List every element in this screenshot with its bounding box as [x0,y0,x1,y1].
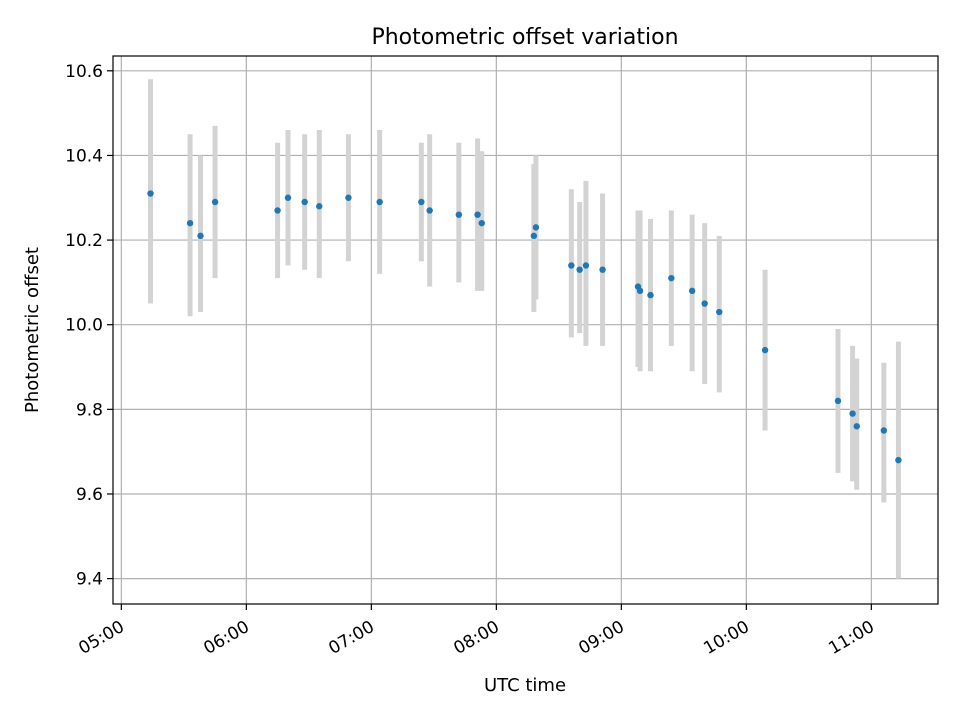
data-point [197,232,204,240]
data-point [647,291,654,299]
data-point [530,232,538,240]
chart-title: Photometric offset variation [371,25,678,50]
y-tick-label: 10.0 [65,316,103,336]
data-point [701,300,708,307]
x-axis-label: UTC time [484,675,566,696]
data-point [849,410,856,417]
data-point [418,198,425,206]
data-point [761,346,769,354]
y-tick-label: 10.6 [65,62,103,82]
y-tick-label: 9.6 [76,485,103,505]
y-tick-label: 9.8 [76,400,103,420]
y-tick-label: 9.4 [76,570,103,590]
data-point [599,266,606,273]
plot-frame [112,55,939,605]
data-point [582,262,590,269]
data-point [186,219,194,227]
data-point [455,211,463,218]
y-axis-label: Photometric offset [22,247,43,413]
data-point [668,274,675,282]
data-point [895,456,902,464]
data-point [426,207,433,214]
data-point [211,198,219,206]
data-point [853,423,860,430]
y-axis-ticks: 9.4 9.6 9.8 10.0 10.2 10.4 10.6 [65,62,113,590]
data-point [345,194,352,201]
data-point [147,190,154,197]
data-point [834,397,842,405]
grid [113,56,938,604]
data-point [301,198,308,206]
data-points [147,190,902,464]
data-point [474,211,481,218]
data-point [376,198,383,206]
data-point [576,266,583,273]
y-tick-label: 10.4 [65,146,103,166]
data-point [880,427,888,434]
data-point [568,262,575,269]
data-point [274,207,281,214]
data-point [284,194,292,201]
data-point [688,287,696,295]
data-point [716,308,723,316]
data-point [636,287,644,295]
data-point [478,219,485,227]
y-tick-label: 10.2 [65,231,103,251]
data-point [532,224,540,231]
data-point [316,203,323,210]
